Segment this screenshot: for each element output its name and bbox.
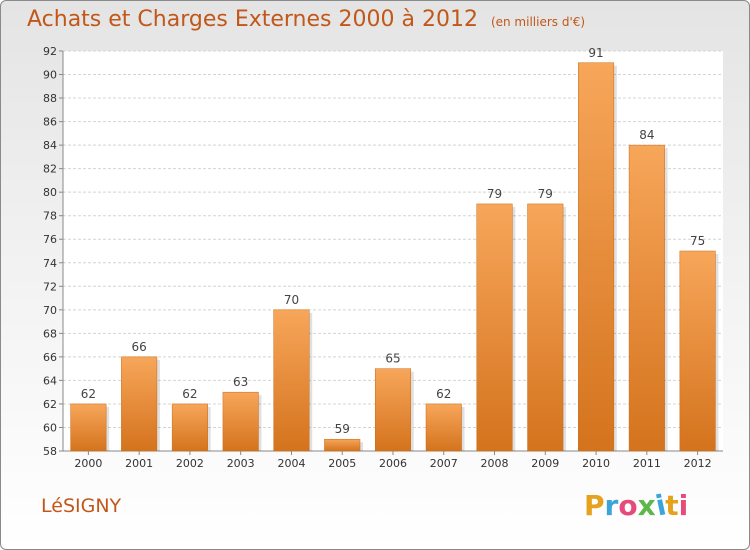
logo-letter: i [678,489,689,522]
y-tick-label: 88 [43,92,57,105]
chart-subtitle: (en milliers d'€) [490,15,586,29]
x-tick-label: 2010 [582,457,610,470]
x-tick-label: 2004 [277,457,305,470]
bar [121,356,158,452]
x-tick-label: 2008 [481,457,509,470]
x-tick-label: 2002 [176,457,204,470]
y-tick-label: 60 [43,421,57,434]
bar [628,144,665,452]
y-tick-label: 92 [43,45,57,58]
data-label: 79 [487,187,502,201]
bar [70,403,107,452]
data-label: 65 [385,352,400,366]
bar [679,250,716,452]
y-tick-label: 80 [43,186,57,199]
y-tick-label: 72 [43,280,57,293]
x-tick-label: 2009 [531,457,559,470]
data-label: 62 [436,387,451,401]
y-tick-label: 68 [43,327,57,340]
logo-letter: x [637,489,656,522]
x-tick-label: 2003 [227,457,255,470]
data-label: 91 [588,46,603,60]
chart-title: Achats et Charges Externes 2000 à 2012 (… [27,7,585,32]
proxiti-logo: Proxiti [584,488,689,522]
y-tick-label: 74 [43,257,57,270]
logo-letter: t [665,489,679,522]
data-label: 59 [335,422,350,436]
data-label: 62 [182,387,197,401]
logo-letter: o [618,489,638,522]
data-label: 75 [690,234,705,248]
data-label: 63 [233,375,248,389]
y-tick-label: 66 [43,351,57,364]
logo-letter: r [604,489,619,522]
bar [527,203,564,452]
y-tick-label: 70 [43,304,57,317]
bar [273,309,310,452]
y-tick-label: 62 [43,398,57,411]
y-tick-label: 64 [43,374,57,387]
y-tick-label: 58 [43,445,57,458]
y-tick-label: 90 [43,69,57,82]
bar [476,203,513,452]
bar [324,438,361,452]
data-label: 70 [284,293,299,307]
y-tick-label: 86 [43,116,57,129]
x-tick-label: 2000 [74,457,102,470]
x-tick-label: 2011 [633,457,661,470]
bar [171,403,208,452]
y-tick-label: 84 [43,139,57,152]
logo-letter: P [584,489,605,522]
y-tick-label: 76 [43,233,57,246]
data-label: 66 [132,340,147,354]
x-tick-label: 2012 [684,457,712,470]
y-tick-label: 78 [43,210,57,223]
data-label: 62 [81,387,96,401]
x-tick-label: 2005 [328,457,356,470]
y-tick-label: 82 [43,163,57,176]
data-label: 79 [538,187,553,201]
bar [425,403,462,452]
x-tick-label: 2007 [430,457,458,470]
x-tick-label: 2006 [379,457,407,470]
x-tick-label: 2001 [125,457,153,470]
bar [222,391,259,452]
data-label: 84 [639,128,654,142]
commune-name: LéSIGNY [41,495,122,517]
bar [578,62,615,452]
chart-title-text: Achats et Charges Externes 2000 à 2012 [27,7,478,32]
bar [374,368,412,452]
